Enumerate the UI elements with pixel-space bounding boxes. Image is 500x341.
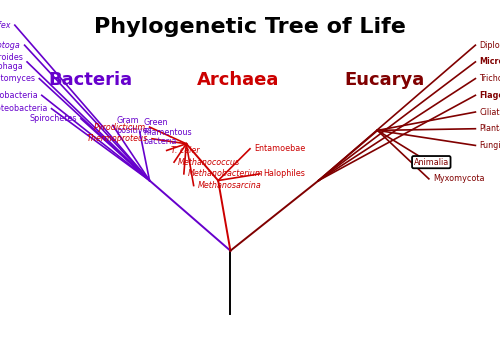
- Text: Gram
positives: Gram positives: [116, 116, 152, 135]
- Text: Planctomyces: Planctomyces: [0, 74, 36, 83]
- Text: Aquifex: Aquifex: [0, 21, 11, 30]
- Text: T. celer: T. celer: [170, 146, 199, 155]
- Text: Fungi: Fungi: [480, 141, 500, 150]
- Text: Diplomonads: Diplomonads: [480, 41, 500, 50]
- Text: Thermoproteus: Thermoproteus: [87, 134, 148, 143]
- Text: Archaea: Archaea: [196, 71, 279, 89]
- Text: Entamoebae: Entamoebae: [254, 144, 305, 153]
- Text: Flagellates: Flagellates: [480, 91, 500, 100]
- Text: Green
Filamentous
bacteria: Green Filamentous bacteria: [144, 118, 192, 146]
- Text: Proteobacteria: Proteobacteria: [0, 104, 48, 113]
- Text: Cyanobacteria: Cyanobacteria: [0, 91, 38, 100]
- Text: Methanosarcina: Methanosarcina: [198, 181, 262, 190]
- Text: Plantae: Plantae: [480, 124, 500, 133]
- Text: Spirochetes: Spirochetes: [30, 114, 77, 123]
- Text: Halophiles: Halophiles: [264, 169, 306, 178]
- Text: Microsporidia: Microsporidia: [480, 57, 500, 66]
- Text: Trichomonads: Trichomonads: [480, 74, 500, 83]
- Text: Methanobacterium: Methanobacterium: [188, 169, 264, 178]
- Text: Ciliates: Ciliates: [480, 107, 500, 117]
- Text: Thermotoga: Thermotoga: [0, 41, 20, 50]
- Text: Animalia: Animalia: [414, 158, 449, 167]
- Text: Myxomycota: Myxomycota: [433, 174, 484, 183]
- Text: Eucarya: Eucarya: [344, 71, 425, 89]
- Text: Phylogenetic Tree of Life: Phylogenetic Tree of Life: [94, 17, 406, 37]
- Text: Methanococcus: Methanococcus: [178, 158, 240, 167]
- Text: Bacteroides
Cytophaga: Bacteroides Cytophaga: [0, 53, 23, 71]
- Text: Pyrodicticum: Pyrodicticum: [94, 122, 146, 132]
- Text: Bacteria: Bacteria: [48, 71, 133, 89]
